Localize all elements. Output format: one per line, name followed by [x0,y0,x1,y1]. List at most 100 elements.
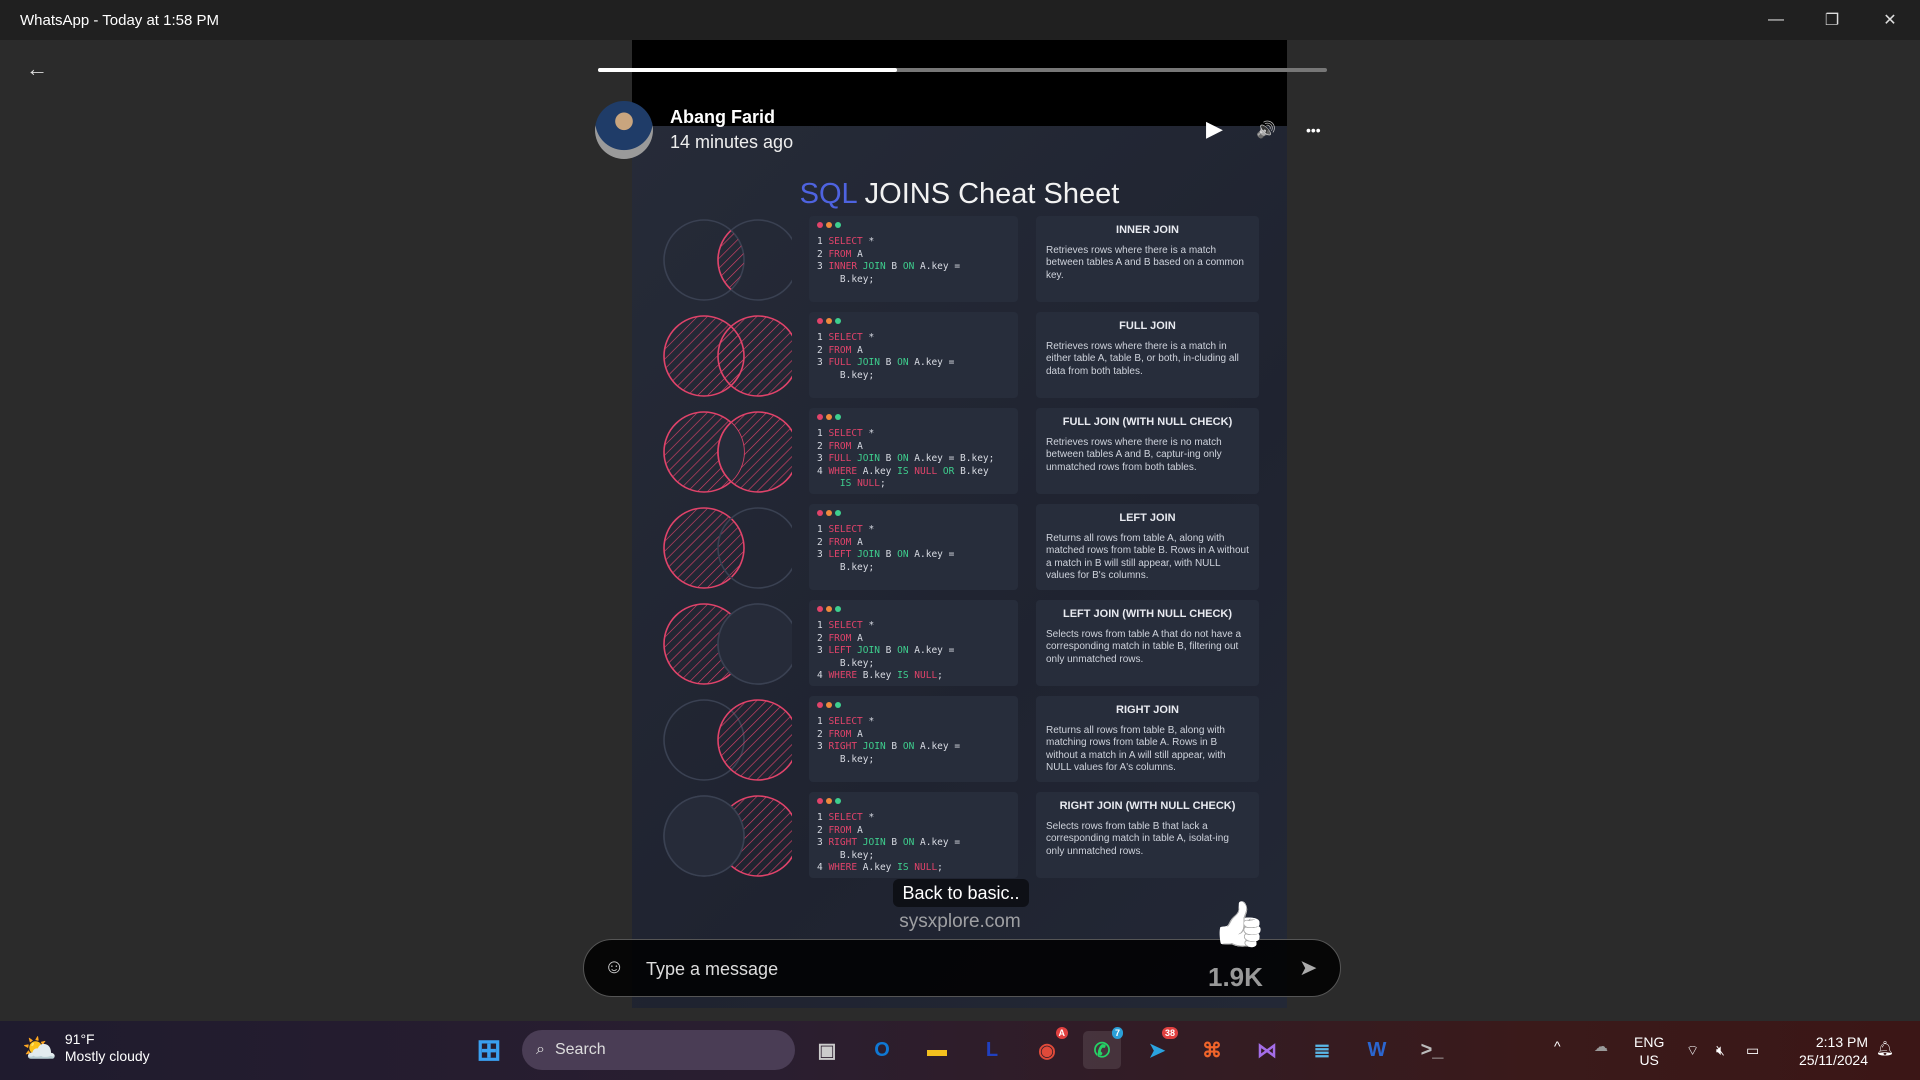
cloudy-weather-icon: ⛅ [22,1032,57,1064]
telegram-icon[interactable]: ➤ 38 [1138,1027,1178,1069]
send-icon[interactable]: ➤ [1299,955,1318,980]
orange-app-icon[interactable]: ⌘ [1202,1039,1222,1062]
back-arrow-icon[interactable]: ← [26,56,48,81]
more-options-icon[interactable]: ••• [1306,122,1321,138]
close-button[interactable]: ✕ [1883,12,1897,29]
terminal-icon[interactable]: >_ [1420,1038,1444,1061]
sheet-title: SQL JOINS Cheat Sheet [632,178,1287,211]
emoji-icon[interactable]: ☺ [604,956,625,978]
code-token: IS [897,465,909,477]
badge: 38 [1161,1027,1178,1039]
avatar[interactable] [595,101,653,159]
code-line: 1 SELECT * [817,236,1010,249]
code-token: SELECT [828,332,863,343]
code-line: 3 INNER JOIN B ON A.key = [817,261,1010,274]
line-number: 3 [817,453,829,464]
code-line: 1 SELECT * [817,620,1010,633]
show-hidden-icons-chevron-icon[interactable]: ^ [1554,1038,1561,1054]
code-token: NULL [908,670,938,681]
start-windows-icon[interactable]: ⊞ [476,1033,502,1067]
l-app-icon[interactable]: L [985,1038,999,1061]
code-line: 2 FROM A [817,537,1010,550]
notification-bell-icon[interactable]: 🔔︎ [1876,1040,1894,1056]
taskbar-search[interactable]: ⌕ Search [522,1030,795,1070]
line-number: 1 [817,620,829,631]
join-desc-text: Retrieves rows where there is a match be… [1046,244,1244,281]
code-token: A.key = [914,261,961,272]
code-token: JOIN [851,357,880,368]
code-token: A [851,536,863,548]
code-token: JOIN [851,645,880,656]
code-token: ON [897,357,909,368]
speaker-muted-icon[interactable]: 🔇︎ [1716,1042,1725,1058]
language-indicator[interactable]: ENG US [1634,1033,1664,1069]
message-input[interactable] [646,952,1206,986]
code-token: ON [902,837,915,848]
line-number: 3 [817,357,829,368]
window-title: WhatsApp - Today at 1:58 PM [20,11,219,29]
line-number: 4 [817,862,829,873]
volume-icon[interactable]: 🔊 [1256,122,1276,139]
code-token: A.key = [908,549,955,560]
line-number: 1 [817,428,829,439]
restore-button[interactable]: ❐ [1824,12,1840,29]
code-line: 2 FROM A [817,729,1010,742]
file-explorer-icon[interactable]: ▬ [927,1038,947,1061]
code-token: SELECT [828,620,863,631]
join-description: LEFT JOIN (WITH NULL CHECK) Selects rows … [1036,600,1259,686]
code-token: SELECT [828,812,863,823]
code-line: 2 FROM A [817,345,1010,358]
progress-fill [598,68,897,72]
join-title: INNER JOIN [1116,224,1179,236]
code-token: FROM [828,632,852,644]
line-number [817,274,828,285]
lang: ENG [1634,1034,1665,1050]
code-line: 1 SELECT * [817,812,1010,825]
outlook-icon[interactable]: O [874,1038,890,1061]
code-token: A [851,632,863,644]
code-token: RIGHT [828,837,858,848]
code-token: LEFT [828,549,852,560]
code-line: 1 SELECT * [817,428,1010,441]
chrome-icon[interactable]: ◉ A [1028,1027,1068,1069]
author-name[interactable]: Abang Farid [670,107,776,127]
join-title: FULL JOIN (WITH NULL CHECK) [1062,416,1233,428]
onedrive-icon[interactable]: ☁ [1594,1038,1608,1054]
region: US [1639,1052,1659,1068]
search-icon: ⌕ [536,1041,545,1058]
thumbs-up-icon[interactable]: 👍 [1212,900,1267,949]
battery-icon[interactable]: ▭ [1746,1042,1760,1058]
word-icon[interactable]: W [1367,1038,1387,1061]
venn-diagram-inner [663,219,792,301]
circle-b-overlay [717,603,792,685]
venn-diagram-full-null [663,411,792,493]
join-description: FULL JOIN Retrieves rows where there is a… [1036,312,1259,398]
weather-widget[interactable]: ⛅ 91°F Mostly cloudy [22,1031,150,1065]
code-token: A.key [857,862,898,873]
visual-studio-icon[interactable]: ⋈ [1257,1039,1277,1062]
code-line: B.key; [817,850,1010,863]
whatsapp-icon[interactable]: ✆ 7 [1083,1027,1123,1069]
window-dots-icon [817,414,1010,420]
intersection [717,220,744,300]
circle-b [717,699,792,781]
code-token: B [879,357,898,368]
notepad-icon[interactable]: ≣ [1313,1039,1331,1062]
code-token: SELECT [828,716,863,727]
join-desc-text: Returns all rows from table B, along wit… [1046,724,1226,774]
join-desc-text: Retrieves rows where there is no match b… [1046,436,1222,473]
line-number: 2 [817,536,829,548]
play-icon[interactable]: ▶ [1206,116,1223,141]
clock[interactable]: 2:13 PM 25/11/2024 [1786,1033,1868,1069]
code-line: B.key; [817,274,1010,287]
line-number: 1 [817,812,829,823]
code-line: 4 WHERE A.key IS NULL OR B.key [817,466,1010,479]
status-caption: Back to basic.. [893,879,1029,907]
time: 2:13 PM [1815,1034,1868,1050]
wifi-icon[interactable]: ⌔ [1686,1042,1700,1058]
minimize-button[interactable]: — [1768,11,1784,28]
task-view-icon[interactable]: ▣ [817,1039,837,1062]
